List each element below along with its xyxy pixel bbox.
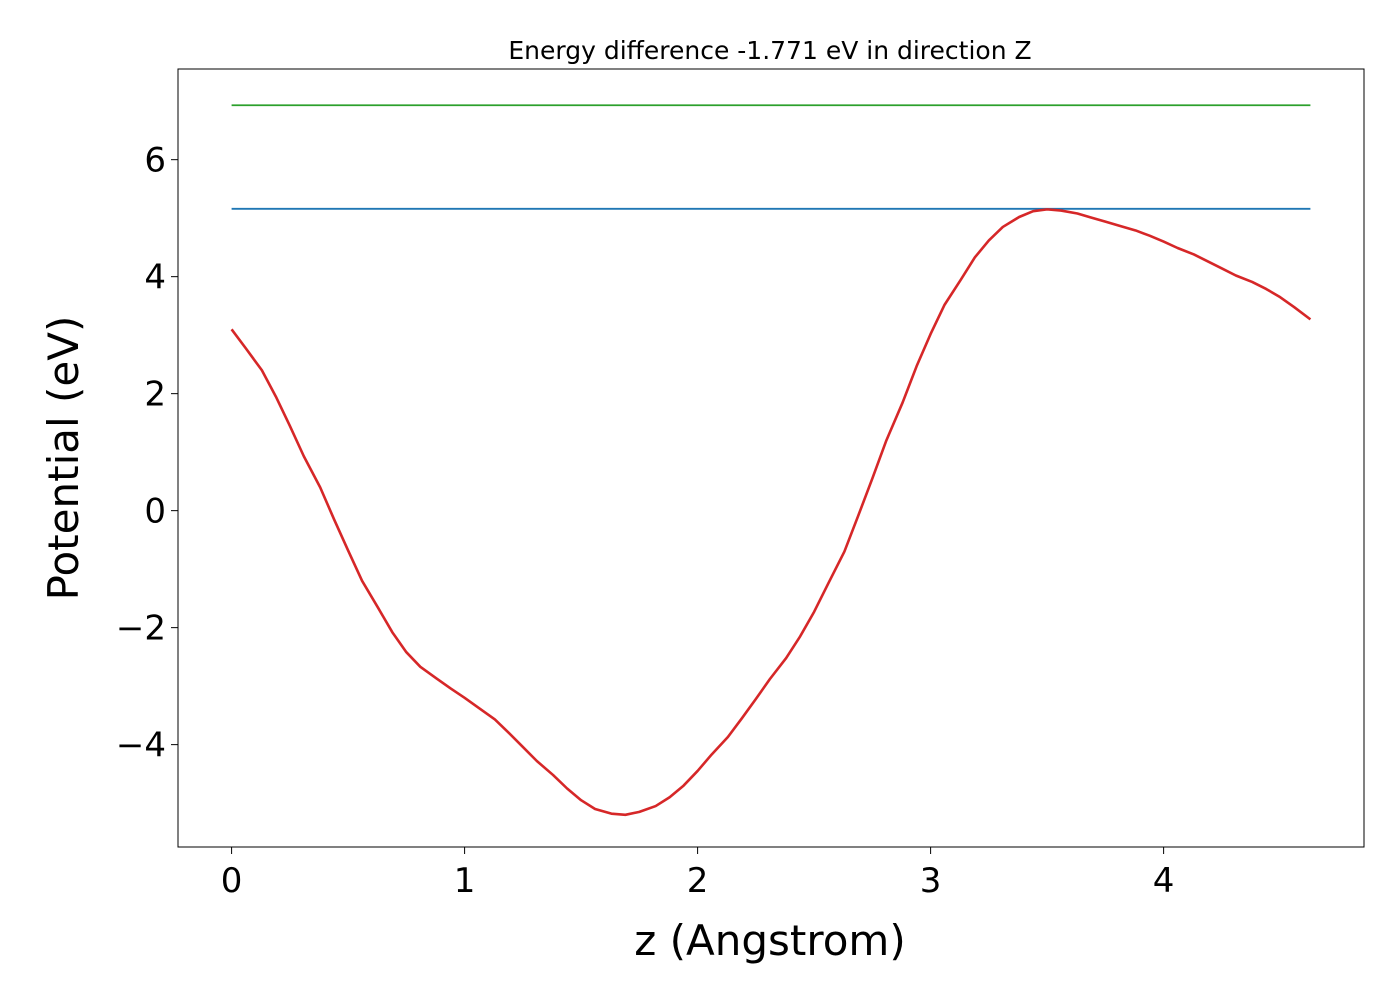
chart-title: Energy difference -1.771 eV in direction… [508,36,1031,65]
x-tick-label: 2 [687,861,709,901]
y-tick-label: 6 [144,141,166,181]
x-tick-label: 4 [1153,861,1175,901]
x-tick-label: 1 [454,861,476,901]
x-axis: 0 1 2 3 4 [221,847,1175,901]
x-tick-label: 0 [221,861,243,901]
y-axis-label: Potential (eV) [39,316,88,601]
x-tick-label: 3 [920,861,942,901]
y-tick-label: 4 [144,258,166,298]
y-tick-label: 2 [144,375,166,415]
y-tick-label: 0 [144,492,166,532]
x-axis-label: z (Angstrom) [634,916,905,965]
plot-frame [177,68,1365,848]
y-axis: −4 −2 0 2 4 6 [116,141,178,766]
series-line-3 [230,208,1312,817]
plot-area [230,104,1312,817]
y-tick-label: −4 [116,726,166,766]
y-tick-label: −2 [116,609,166,649]
